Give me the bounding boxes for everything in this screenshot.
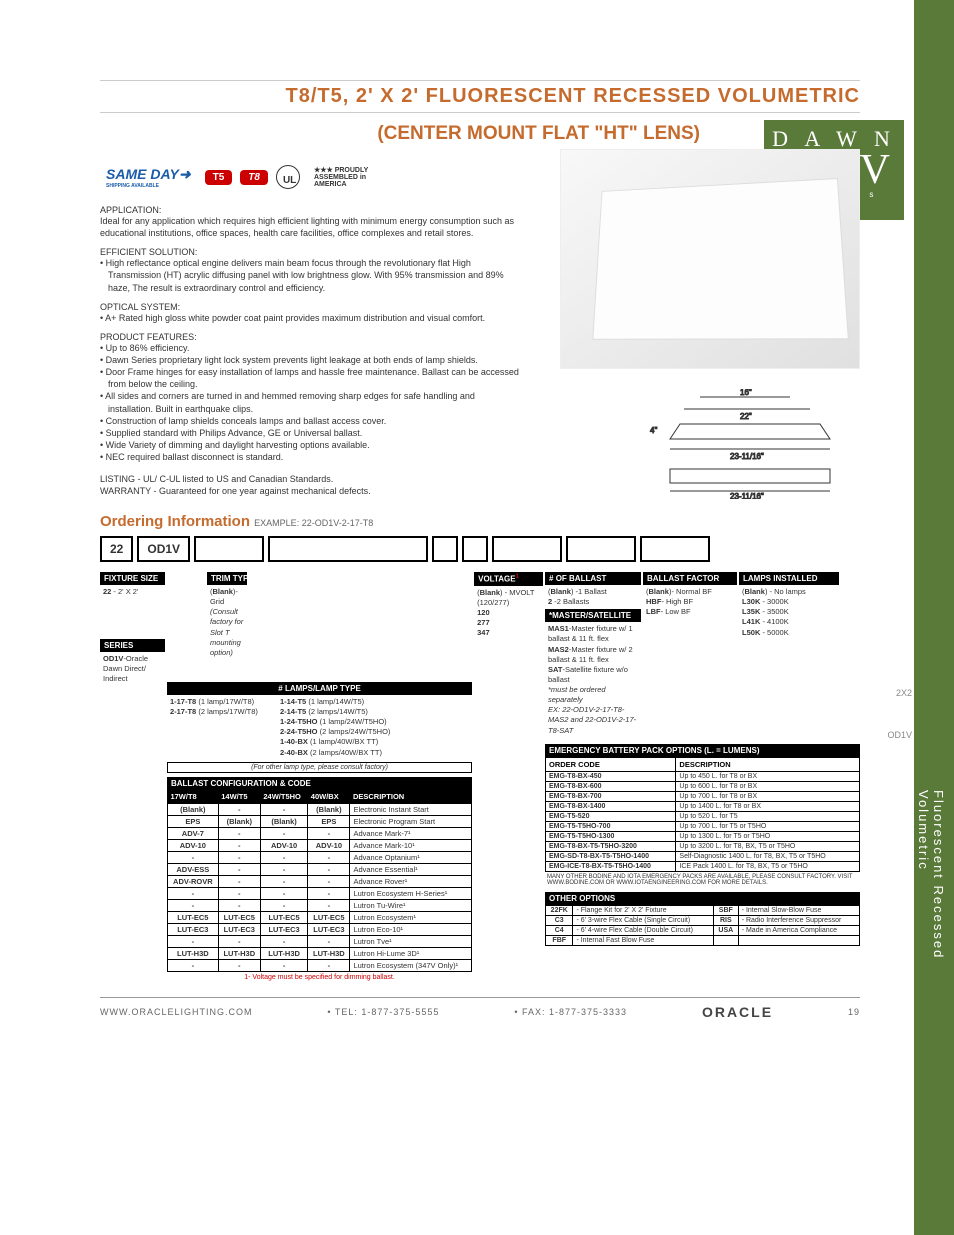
voltage-body: (Blank) - MVOLT (120/277)120277347 <box>474 586 543 641</box>
nballast-body: (Blank) -1 Ballast2 -2 Ballasts <box>545 585 641 609</box>
trim-hdr: TRIM TYPE <box>207 572 247 585</box>
lamps-note: (For other lamp type, please consult fac… <box>167 762 472 773</box>
america-badge: ★★★ PROUDLYASSEMBLED inAMERICA <box>308 163 374 192</box>
voltage-hdr: VOLTAGE1 <box>474 572 543 586</box>
sameday-badge: SAME DAY➜SHIPPING AVAILABLE <box>100 162 197 193</box>
dim-w4: 23-11/16" <box>730 492 764 499</box>
efficient-body: • High reflectance optical engine delive… <box>100 257 520 293</box>
config-table: 17W/T814W/T524W/T5HO40W/BXDESCRIPTION(Bl… <box>167 790 472 972</box>
box-series: OD1V <box>137 536 190 562</box>
listing-text: LISTING - UL/ C-UL listed to US and Cana… <box>100 473 520 485</box>
bfactor-hdr: BALLAST FACTOR <box>643 572 737 585</box>
optical-hdr: OPTICAL SYSTEM: <box>100 302 520 312</box>
features-list: • Up to 86% efficiency.• Dawn Series pro… <box>100 342 520 463</box>
ordering-details: FIXTURE SIZE 22 - 2' X 2' SERIES OD1V-Or… <box>100 572 860 983</box>
box-lampsinst <box>640 536 710 562</box>
cert-badges: SAME DAY➜SHIPPING AVAILABLE T5 T8 UL ★★★… <box>100 157 520 197</box>
side-label-model: OD1V <box>887 730 912 740</box>
optical-body: • A+ Rated high gloss white powder coat … <box>100 312 520 324</box>
lamps-right: 1-14-T5 (1 lamp/14W/T5)2-14-T5 (2 lamps/… <box>277 695 472 760</box>
ul-badge: UL <box>276 165 300 189</box>
config-note: 1- Voltage must be specified for dimming… <box>167 972 472 983</box>
dim-w1: 16" <box>740 389 752 397</box>
nballast-hdr: # OF BALLAST <box>545 572 641 585</box>
features-hdr: PRODUCT FEATURES: <box>100 332 520 342</box>
box-nballast <box>462 536 488 562</box>
box-lamps <box>268 536 428 562</box>
trim-body: (Blank)-Grid(Consult factory for Slot T … <box>207 585 247 660</box>
series-body: OD1V-Oracle Dawn Direct/ Indirect <box>100 652 165 686</box>
t8-badge: T8 <box>240 170 268 185</box>
product-image <box>560 149 860 369</box>
lampsinst-hdr: LAMPS INSTALLED <box>739 572 839 585</box>
emerg-note: MANY OTHER BODINE AND IOTA EMERGENCY PAC… <box>545 872 860 888</box>
title-line-1: T8/T5, 2' X 2' FLUORESCENT RECESSED VOLU… <box>100 85 860 108</box>
dim-h: 4" <box>650 426 657 435</box>
dim-w2: 22" <box>740 412 752 421</box>
warranty-text: WARRANTY - Guaranteed for one year again… <box>100 485 520 497</box>
page-footer: WWW.ORACLELIGHTING.COM • TEL: 1-877-375-… <box>100 997 860 1020</box>
t5-badge: T5 <box>205 170 233 185</box>
config-hdr: BALLAST CONFIGURATION & CODE <box>167 777 472 790</box>
footer-url: WWW.ORACLELIGHTING.COM <box>100 1007 253 1017</box>
footer-tel: • TEL: 1-877-375-5555 <box>327 1007 439 1017</box>
box-size: 22 <box>100 536 133 562</box>
series-hdr: SERIES <box>100 639 165 652</box>
title-block: T8/T5, 2' X 2' FLUORESCENT RECESSED VOLU… <box>100 80 860 113</box>
sidebar <box>914 0 954 1235</box>
application-body: Ideal for any application which requires… <box>100 215 520 239</box>
ordering-header: Ordering Information EXAMPLE: 22-OD1V-2-… <box>100 513 860 530</box>
bfactor-body: (Blank)- Normal BFHBF- High BFLBF- Low B… <box>643 585 737 619</box>
application-hdr: APPLICATION: <box>100 205 520 215</box>
emerg-hdr: EMERGENCY BATTERY PACK OPTIONS (L. = LUM… <box>545 744 860 757</box>
lamps-left: 1-17-T8 (1 lamp/17W/T8)2-17-T8 (2 lamps/… <box>167 695 277 760</box>
dimension-drawings: 16" 22" 4" 23-11/16" 23-11/16" <box>640 389 860 499</box>
box-voltage <box>432 536 458 562</box>
footer-logo: ORACLE <box>702 1004 773 1020</box>
efficient-hdr: EFFICIENT SOLUTION: <box>100 247 520 257</box>
master-hdr: *MASTER/SATELLITE <box>545 609 641 622</box>
other-table: 22FK- Flange Kit for 2' X 2' FixtureSBF-… <box>545 905 860 946</box>
box-master <box>492 536 562 562</box>
footer-fax: • FAX: 1-877-375-3333 <box>514 1007 627 1017</box>
fixture-body: 22 - 2' X 2' <box>100 585 165 599</box>
dim-w3: 23-11/16" <box>730 452 764 461</box>
box-bfactor <box>566 536 636 562</box>
sidebar-category: Fluorescent Recessed Volumetric <box>916 790 946 1030</box>
footer-page: 19 <box>848 1007 860 1017</box>
ordering-boxes: 22 OD1V <box>100 536 860 562</box>
emerg-table: ORDER CODEDESCRIPTIONEMG-T8-BX-450Up to … <box>545 757 860 872</box>
side-label-size: 2X2 <box>896 688 912 698</box>
other-hdr: OTHER OPTIONS <box>545 892 860 905</box>
master-body: MAS1-Master fixture w/ 1 ballast & 11 ft… <box>545 622 641 737</box>
lamps-hdr: # LAMPS/LAMP TYPE <box>167 682 472 695</box>
lampsinst-body: (Blank) - No lampsL30K - 3000KL35K - 350… <box>739 585 839 640</box>
title-line-2: (CENTER MOUNT FLAT "HT" LENS) <box>100 119 860 149</box>
fixture-hdr: FIXTURE SIZE <box>100 572 165 585</box>
box-trim <box>194 536 264 562</box>
